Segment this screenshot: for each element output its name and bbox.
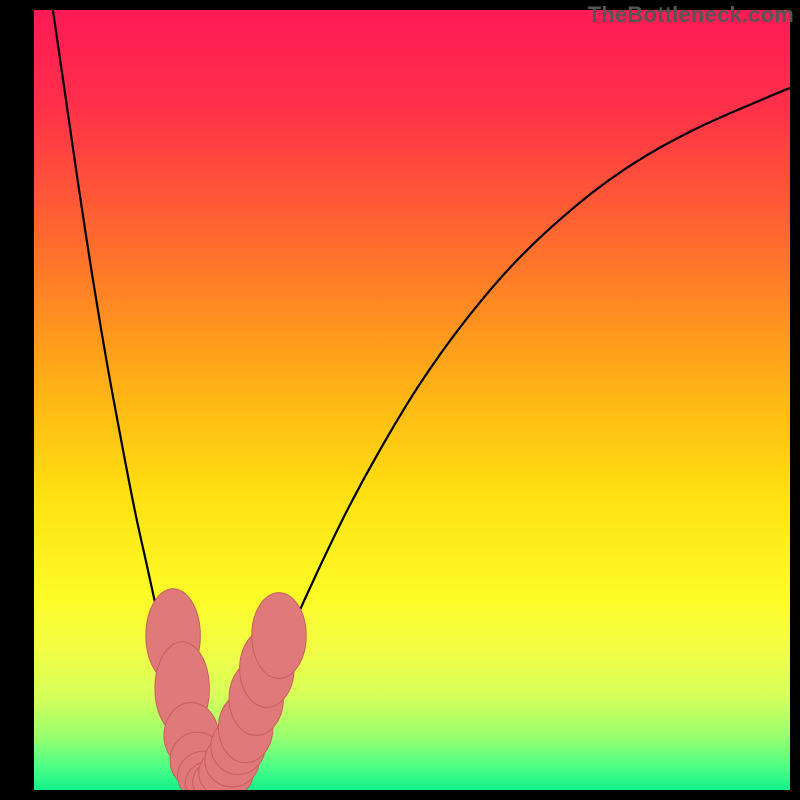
plot-area [34,10,790,790]
gradient-background [34,10,790,790]
data-marker [252,593,306,679]
watermark-text: TheBottleneck.com [588,2,794,28]
chart-frame: TheBottleneck.com [0,0,800,800]
chart-svg [34,10,790,790]
